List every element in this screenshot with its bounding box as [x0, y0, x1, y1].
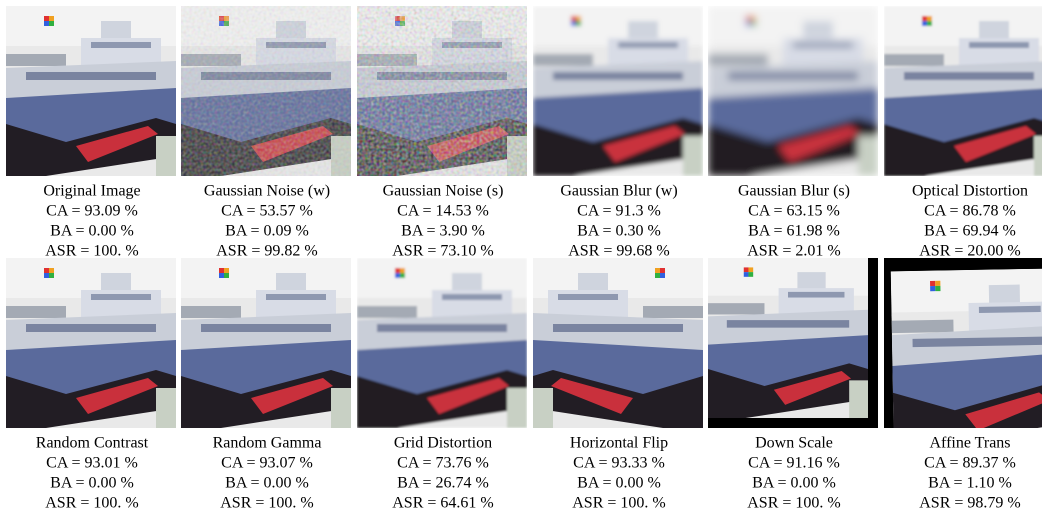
caption-name: Gaussian Noise (w) [204, 183, 330, 200]
caption-ca: CA = 14.53 % [397, 203, 489, 220]
panel-image [533, 6, 703, 176]
ship-image [533, 6, 703, 176]
panel: Random Gamma CA = 93.07 % BA = 0.00 % ASR =… [181, 258, 351, 512]
panel: Gaussian Blur (w) CA = 91.3 % BA = 0.30 % A… [533, 6, 703, 260]
ship-image [884, 6, 1042, 176]
caption-ba: BA = 26.74 % [397, 475, 489, 492]
caption-ca: CA = 93.01 % [46, 455, 138, 472]
caption-name: Down Scale [755, 435, 833, 452]
ship-image [181, 6, 351, 176]
caption-asr: ASR = 2.01 % [747, 243, 840, 260]
panel-image [357, 6, 527, 176]
panel: Gaussian Noise (w) CA = 53.57 % BA = 0.09 … [181, 6, 351, 260]
caption-ca: CA = 86.78 % [924, 203, 1016, 220]
panel-image [708, 258, 878, 428]
caption-ca: CA = 73.76 % [397, 455, 489, 472]
panel-image [181, 6, 351, 176]
caption-name: Gaussian Blur (s) [738, 183, 850, 200]
panel: Gaussian Noise (s) CA = 14.53 % BA = 3.90 … [357, 6, 527, 260]
ship-image [357, 6, 527, 176]
caption-name: Gaussian Blur (w) [560, 183, 677, 200]
caption-name: Random Gamma [213, 435, 322, 452]
caption-asr: ASR = 98.79 % [919, 495, 1020, 510]
caption-asr: ASR = 99.68 % [568, 243, 669, 260]
ship-image [357, 258, 527, 428]
caption-asr: ASR = 100. % [747, 495, 840, 510]
caption-asr: ASR = 20.00 % [919, 243, 1020, 260]
ship-image [6, 6, 176, 176]
panel-image [6, 6, 176, 176]
panel-image [181, 258, 351, 428]
caption-name: Affine Trans [929, 435, 1010, 452]
caption-ca: CA = 89.37 % [924, 455, 1016, 472]
panel-image [884, 6, 1042, 176]
ship-image [181, 258, 351, 428]
panel: Down Scale CA = 91.16 % BA = 0.00 % ASR = 1… [708, 258, 878, 512]
caption-name: Gaussian Noise (s) [383, 183, 504, 200]
caption-name: Grid Distortion [394, 435, 492, 452]
caption-ba: BA = 0.00 % [50, 223, 134, 240]
panel-image [6, 258, 176, 428]
caption-asr: ASR = 99.82 % [216, 243, 317, 260]
caption-ba: BA = 0.09 % [225, 223, 309, 240]
panel-image [533, 258, 703, 428]
panel-image [884, 258, 1042, 428]
caption-ba: BA = 0.00 % [752, 475, 836, 492]
ship-image [708, 6, 878, 176]
caption-asr: ASR = 100. % [572, 495, 665, 510]
ship-image [708, 258, 868, 418]
panel: Random Contrast CA = 93.01 % BA = 0.00 % AS… [6, 258, 176, 512]
caption-ca: CA = 93.07 % [221, 455, 313, 472]
caption-ca: CA = 93.09 % [46, 203, 138, 220]
caption-asr: ASR = 100. % [45, 495, 138, 510]
panel: Gaussian Blur (s) CA = 63.15 % BA = 61.98 … [708, 6, 878, 260]
caption-ba: BA = 1.10 % [928, 475, 1012, 492]
caption-ba: BA = 0.00 % [50, 475, 134, 492]
panel: Affine Trans CA = 89.37 % BA = 1.10 % ASR =… [884, 258, 1042, 512]
caption-ba: BA = 0.00 % [225, 475, 309, 492]
ship-image [533, 258, 703, 428]
caption-ba: BA = 3.90 % [401, 223, 485, 240]
caption-ca: CA = 91.16 % [748, 455, 840, 472]
caption-name: Horizontal Flip [570, 435, 668, 452]
caption-ca: CA = 91.3 % [577, 203, 661, 220]
caption-asr: ASR = 100. % [220, 495, 313, 510]
caption-ba: BA = 61.98 % [748, 223, 840, 240]
panel: Original Image CA = 93.09 % BA = 0.00 % ASR… [6, 6, 176, 260]
caption-ca: CA = 53.57 % [221, 203, 313, 220]
caption-asr: ASR = 73.10 % [392, 243, 493, 260]
caption-name: Original Image [43, 183, 140, 200]
caption-name: Optical Distortion [912, 183, 1028, 200]
panel-image [708, 6, 878, 176]
panel-image [357, 258, 527, 428]
caption-ba: BA = 0.30 % [577, 223, 661, 240]
ship-image [6, 258, 176, 428]
panel: Horizontal Flip CA = 93.33 % BA = 0.00 % AS… [533, 258, 703, 512]
panel: Optical Distortion CA = 86.78 % BA = 69.94… [884, 6, 1042, 260]
ship-image [890, 268, 1042, 428]
panel: Grid Distortion CA = 73.76 % BA = 26.74 % A… [357, 258, 527, 512]
caption-ca: CA = 93.33 % [573, 455, 665, 472]
caption-asr: ASR = 64.61 % [392, 495, 493, 510]
caption-ba: BA = 69.94 % [924, 223, 1016, 240]
caption-asr: ASR = 100. % [45, 243, 138, 260]
caption-ca: CA = 63.15 % [748, 203, 840, 220]
caption-name: Random Contrast [36, 435, 149, 452]
caption-ba: BA = 0.00 % [577, 475, 661, 492]
